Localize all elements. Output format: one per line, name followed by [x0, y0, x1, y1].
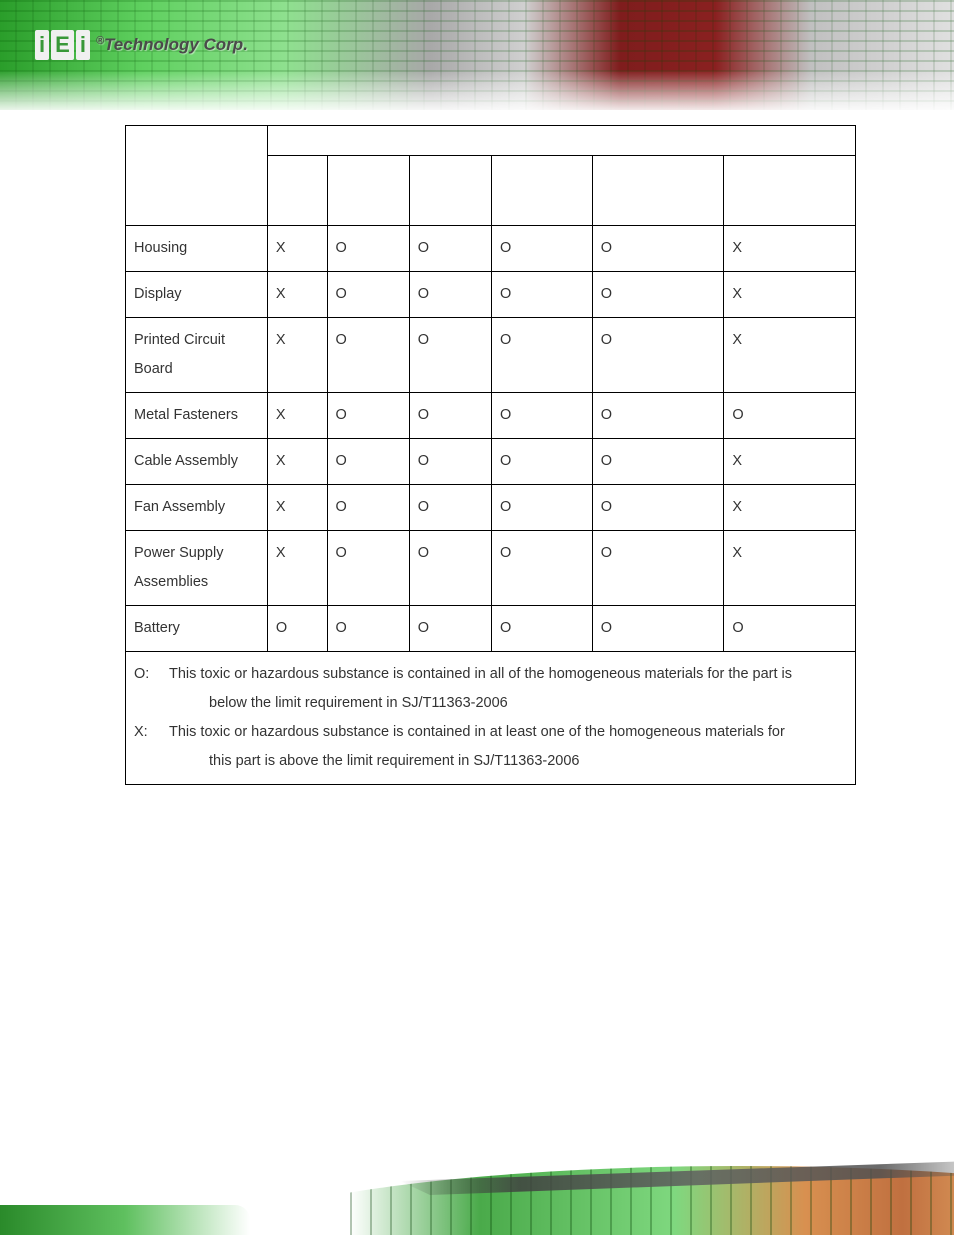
value-cell: X [267, 393, 327, 439]
table-body: HousingXOOOOXDisplayXOOOOXPrinted Circui… [126, 226, 856, 652]
table-row: DisplayXOOOOX [126, 272, 856, 318]
logo: i E i ®Technology Corp. [35, 30, 248, 60]
footer-left-accent [0, 1205, 250, 1235]
value-cell: O [327, 272, 409, 318]
table-header-row-1 [126, 126, 856, 156]
header-col-6-blank [724, 156, 856, 226]
value-cell: O [592, 272, 724, 318]
registered-mark: ® [96, 35, 104, 47]
part-name-cell: Battery [126, 606, 268, 652]
table-row: Fan AssemblyXOOOOX [126, 485, 856, 531]
value-cell: O [592, 439, 724, 485]
part-name-cell: Fan Assembly [126, 485, 268, 531]
legend-o-text: This toxic or hazardous substance is con… [169, 660, 847, 689]
value-cell: O [592, 531, 724, 606]
logo-tagline: ®Technology Corp. [96, 35, 248, 55]
header-col-4-blank [492, 156, 593, 226]
table-row: HousingXOOOOX [126, 226, 856, 272]
logo-letter: i [76, 30, 90, 60]
value-cell: O [327, 318, 409, 393]
value-cell: O [492, 393, 593, 439]
value-cell: X [724, 272, 856, 318]
legend-x: X: This toxic or hazardous substance is … [134, 718, 847, 747]
value-cell: O [327, 485, 409, 531]
part-name-cell: Printed Circuit Board [126, 318, 268, 393]
header-col-3-blank [409, 156, 491, 226]
header-col-2-blank [327, 156, 409, 226]
value-cell: X [724, 485, 856, 531]
value-cell: O [409, 531, 491, 606]
part-name-cell: Power Supply Assemblies [126, 531, 268, 606]
logo-letter: i [35, 30, 49, 60]
header-part-blank [126, 126, 268, 226]
tagline-text: Technology Corp. [104, 35, 248, 54]
value-cell: O [592, 485, 724, 531]
table-row: Cable AssemblyXOOOOX [126, 439, 856, 485]
value-cell: X [724, 226, 856, 272]
value-cell: X [724, 439, 856, 485]
legend-x-text: This toxic or hazardous substance is con… [169, 718, 847, 747]
value-cell: O [592, 226, 724, 272]
table-row: BatteryOOOOOO [126, 606, 856, 652]
value-cell: O [409, 606, 491, 652]
value-cell: O [409, 272, 491, 318]
value-cell: X [267, 318, 327, 393]
value-cell: O [327, 439, 409, 485]
legend-o-cont: below the limit requirement in SJ/T11363… [134, 689, 847, 718]
table-row: Printed Circuit BoardXOOOOX [126, 318, 856, 393]
value-cell: O [492, 226, 593, 272]
logo-letter: E [51, 30, 74, 60]
legend-row: O: This toxic or hazardous substance is … [126, 652, 856, 785]
table-row: Power Supply AssembliesXOOOOX [126, 531, 856, 606]
value-cell: O [724, 393, 856, 439]
value-cell: X [724, 318, 856, 393]
legend-x-cont: this part is above the limit requirement… [134, 747, 847, 776]
value-cell: O [492, 531, 593, 606]
legend-cell: O: This toxic or hazardous substance is … [126, 652, 856, 785]
legend-o-key: O: [134, 660, 169, 689]
value-cell: O [409, 439, 491, 485]
value-cell: O [409, 318, 491, 393]
part-name-cell: Metal Fasteners [126, 393, 268, 439]
part-name-cell: Housing [126, 226, 268, 272]
header-col-5-blank [592, 156, 724, 226]
value-cell: O [409, 226, 491, 272]
value-cell: O [327, 606, 409, 652]
value-cell: O [492, 485, 593, 531]
value-cell: O [327, 531, 409, 606]
value-cell: X [267, 439, 327, 485]
value-cell: O [592, 606, 724, 652]
value-cell: O [492, 318, 593, 393]
part-name-cell: Display [126, 272, 268, 318]
content-area: HousingXOOOOXDisplayXOOOOXPrinted Circui… [0, 110, 954, 785]
value-cell: X [267, 272, 327, 318]
header-group-blank [267, 126, 855, 156]
footer-banner [0, 1130, 954, 1235]
hazardous-substances-table: HousingXOOOOXDisplayXOOOOXPrinted Circui… [125, 125, 856, 785]
value-cell: O [327, 226, 409, 272]
value-cell: X [724, 531, 856, 606]
value-cell: O [492, 439, 593, 485]
logo-mark: i E i [35, 30, 90, 60]
value-cell: X [267, 226, 327, 272]
value-cell: O [492, 606, 593, 652]
header-banner: i E i ®Technology Corp. [0, 0, 954, 110]
legend-o: O: This toxic or hazardous substance is … [134, 660, 847, 689]
value-cell: O [409, 485, 491, 531]
value-cell: X [267, 531, 327, 606]
part-name-cell: Cable Assembly [126, 439, 268, 485]
value-cell: O [327, 393, 409, 439]
value-cell: O [592, 393, 724, 439]
value-cell: O [267, 606, 327, 652]
legend-x-key: X: [134, 718, 169, 747]
value-cell: O [592, 318, 724, 393]
header-col-1-blank [267, 156, 327, 226]
table-row: Metal FastenersXOOOOO [126, 393, 856, 439]
value-cell: O [409, 393, 491, 439]
value-cell: O [492, 272, 593, 318]
value-cell: O [724, 606, 856, 652]
value-cell: X [267, 485, 327, 531]
